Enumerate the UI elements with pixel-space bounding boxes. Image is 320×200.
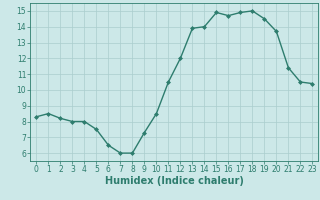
X-axis label: Humidex (Indice chaleur): Humidex (Indice chaleur) — [105, 176, 244, 186]
